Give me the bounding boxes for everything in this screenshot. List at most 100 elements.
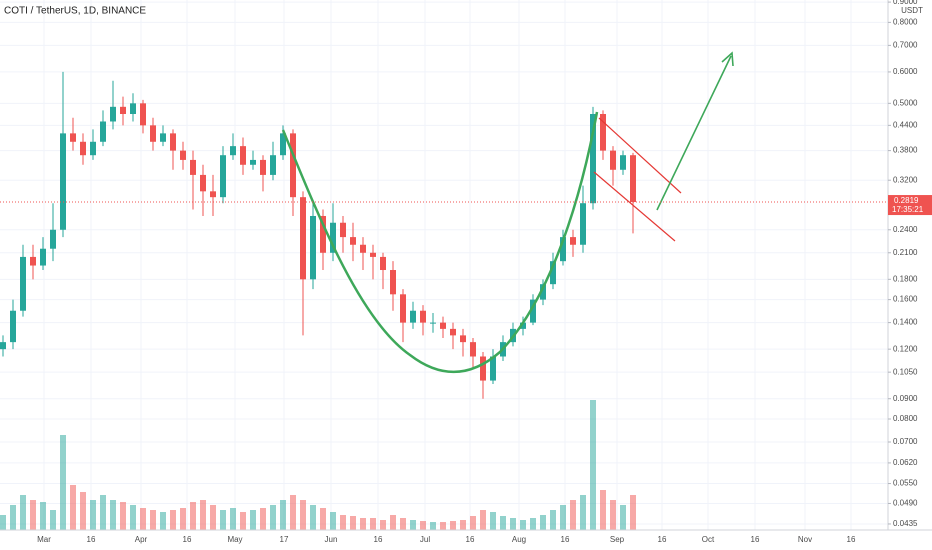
x-tick-label: Apr <box>135 535 148 544</box>
volume-bar <box>350 516 356 530</box>
candle-body <box>470 342 476 357</box>
candle-body <box>560 237 566 262</box>
candle-body <box>0 342 6 350</box>
volume-bar <box>150 510 156 530</box>
volume-bar <box>510 518 516 530</box>
volume-bar <box>300 500 306 530</box>
candle-body <box>210 191 216 198</box>
y-tick-label: 0.0700 <box>893 437 918 446</box>
candle-body <box>630 155 636 203</box>
volume-bar <box>30 500 36 530</box>
volume-layer <box>0 400 636 530</box>
x-tick-label: 16 <box>847 535 856 544</box>
y-tick-label: 0.8000 <box>893 17 918 26</box>
arrow-line <box>656 55 732 211</box>
candle-body <box>570 237 576 245</box>
volume-bar <box>250 510 256 530</box>
candle-body <box>420 310 426 323</box>
candle-body <box>460 335 466 343</box>
candle-body <box>370 252 376 257</box>
channel-upper <box>598 117 682 194</box>
candle-body <box>80 141 86 156</box>
candle-body <box>480 356 486 381</box>
candle-body <box>390 270 396 295</box>
candle-body <box>520 322 526 329</box>
volume-bar <box>140 508 146 530</box>
cup-curve <box>281 111 599 374</box>
candle-body <box>240 146 246 165</box>
y-tick-label: 0.1800 <box>893 274 918 283</box>
candle-body <box>580 203 586 245</box>
x-tick-label: Sep <box>610 535 625 544</box>
x-tick-label: 16 <box>374 535 383 544</box>
volume-bar <box>50 510 56 530</box>
x-tick-label: Jul <box>420 535 430 544</box>
x-tick-label: Oct <box>702 535 715 544</box>
volume-bar <box>380 520 386 530</box>
candle-body <box>530 299 536 323</box>
price-unit: USDT <box>901 6 923 15</box>
volume-bar <box>130 505 136 530</box>
candle-body <box>100 121 106 142</box>
y-tick-label: 0.0900 <box>893 394 918 403</box>
y-tick-label: 0.0800 <box>893 414 918 423</box>
y-tick-label: 0.3200 <box>893 175 918 184</box>
candle-body <box>90 141 96 156</box>
volume-bar <box>400 518 406 530</box>
candle-body <box>400 294 406 323</box>
candle-body <box>140 103 146 126</box>
y-tick-label: 0.0550 <box>893 479 918 488</box>
candle-body <box>320 215 326 253</box>
volume-bar <box>210 505 216 530</box>
volume-bar <box>440 522 446 530</box>
volume-bar <box>290 495 296 530</box>
x-tick-label: 17 <box>280 535 289 544</box>
volume-bar <box>610 500 616 530</box>
volume-bar <box>560 505 566 530</box>
chart-title: COTI / TetherUS, 1D, BINANCE <box>4 6 146 17</box>
y-tick-label: 0.6000 <box>893 67 918 76</box>
volume-bar <box>270 505 276 530</box>
y-tick-label: 0.1600 <box>893 295 918 304</box>
candle-body <box>540 284 546 300</box>
volume-bar <box>120 502 126 530</box>
volume-bar <box>490 512 496 530</box>
volume-bar <box>160 512 166 530</box>
candle-body <box>290 133 296 198</box>
candle-body <box>490 356 496 381</box>
volume-bar <box>500 516 506 530</box>
countdown-label: 17:35:21 <box>892 205 924 214</box>
volume-bar <box>540 515 546 530</box>
volume-bar <box>370 518 376 530</box>
y-tick-label: 0.1200 <box>893 344 918 353</box>
candle-body <box>230 146 236 156</box>
x-tick-label: Nov <box>798 535 812 544</box>
x-tick-label: 16 <box>658 535 667 544</box>
last-price-box <box>888 195 932 216</box>
candle-body <box>550 261 556 285</box>
volume-bar <box>330 512 336 530</box>
x-tick-label: Jun <box>325 535 338 544</box>
volume-bar <box>40 502 46 530</box>
candle-body <box>220 155 226 198</box>
candle-body <box>200 174 206 192</box>
y-tick-label: 0.0435 <box>893 519 918 528</box>
volume-bar <box>220 510 226 530</box>
candle-body <box>280 133 286 156</box>
volume-bar <box>230 508 236 530</box>
last-price-label: 0.2819 <box>894 196 919 205</box>
volume-bar <box>10 505 16 530</box>
volume-bar <box>590 400 596 530</box>
candle-body <box>160 133 166 142</box>
volume-bar <box>470 516 476 530</box>
y-tick-label: 0.5000 <box>893 98 918 107</box>
volume-bar <box>280 500 286 530</box>
y-tick-label: 0.0490 <box>893 499 918 508</box>
volume-bar <box>420 521 426 530</box>
candle-body <box>380 256 386 271</box>
volume-bar <box>480 510 486 530</box>
candle-body <box>130 103 136 114</box>
y-tick-label: 0.1050 <box>893 367 918 376</box>
x-tick-label: 16 <box>751 535 760 544</box>
candle-body <box>110 106 116 122</box>
